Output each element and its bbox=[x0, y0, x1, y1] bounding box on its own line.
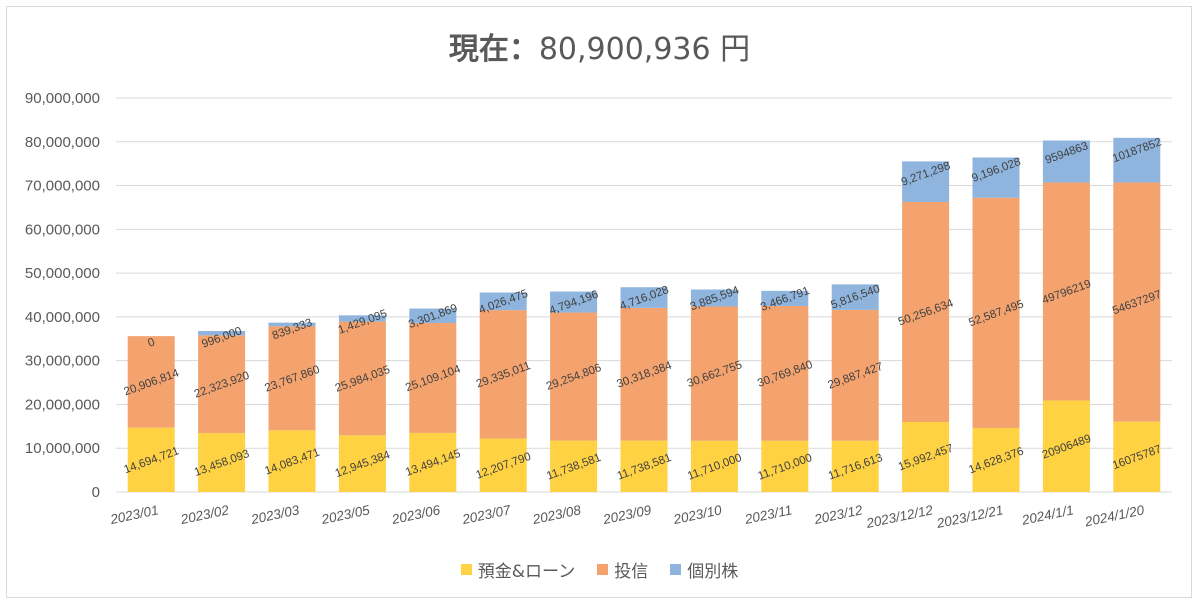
legend-swatch bbox=[460, 564, 472, 575]
bar-segment bbox=[338, 435, 386, 492]
y-tick-label: 50,000,000 bbox=[25, 265, 100, 282]
legend: 預金&ローン 投信 個別株 bbox=[0, 557, 1199, 582]
bar-segment bbox=[127, 427, 175, 492]
bar-segment bbox=[409, 432, 457, 492]
title-amount: 80,900,936 bbox=[538, 32, 711, 67]
x-tick-label: 2023/06 bbox=[390, 502, 442, 527]
bar-segment bbox=[690, 440, 738, 492]
bar-segment bbox=[690, 306, 738, 441]
bar-segment bbox=[409, 323, 457, 433]
bar-segment bbox=[761, 290, 809, 307]
bar-segment bbox=[1042, 400, 1090, 492]
y-tick-label: 30,000,000 bbox=[25, 353, 100, 370]
y-axis: 0 10,000,000 20,000,000 30,000,000 40,000,00… bbox=[25, 90, 100, 501]
x-tick-label: 2023/08 bbox=[530, 502, 582, 527]
bar-segment bbox=[268, 326, 316, 431]
bar-segment bbox=[198, 433, 246, 492]
bar-segment bbox=[550, 440, 598, 492]
x-axis: 2023/01 2023/02 2023/03 2023/05 2023/06 2023/… bbox=[108, 502, 1146, 531]
bar-segment bbox=[127, 336, 175, 428]
y-tick-label: 90,000,000 bbox=[25, 90, 100, 107]
bar-segment bbox=[902, 161, 950, 202]
bar-segment bbox=[1042, 140, 1090, 183]
bar-segment bbox=[198, 335, 246, 434]
legend-item: 投信 bbox=[597, 557, 648, 582]
legend-item: 預金&ローン bbox=[460, 557, 576, 582]
bar-segment bbox=[902, 201, 950, 422]
legend-item: 個別株 bbox=[670, 557, 738, 582]
bar-segment bbox=[479, 292, 527, 311]
legend-label: 預金&ローン bbox=[477, 562, 576, 582]
bar-segment bbox=[268, 430, 316, 492]
bar-segment bbox=[761, 306, 809, 441]
x-tick-label: 2023/12 bbox=[812, 502, 864, 527]
bar-segment bbox=[831, 440, 879, 492]
bar-segment bbox=[268, 322, 316, 327]
bar-segment bbox=[550, 312, 598, 441]
bar-segment bbox=[831, 284, 879, 310]
bar-segment bbox=[1042, 182, 1090, 401]
bar-segment bbox=[409, 308, 457, 324]
y-tick-label: 60,000,000 bbox=[25, 221, 100, 238]
legend-swatch bbox=[670, 564, 682, 575]
data-label: 0 bbox=[146, 336, 156, 349]
title-prefix: 現在： bbox=[448, 32, 539, 67]
bar-segment bbox=[761, 440, 809, 492]
x-tick-label: 2024/1/1 bbox=[1020, 502, 1076, 528]
bar-segment bbox=[338, 315, 386, 322]
bar-segment bbox=[1113, 421, 1161, 492]
x-tick-label: 2023/11 bbox=[743, 502, 794, 527]
x-tick-label: 2023/12/21 bbox=[934, 502, 1004, 531]
x-tick-label: 2023/10 bbox=[671, 502, 723, 527]
x-tick-label: 2023/07 bbox=[460, 502, 512, 527]
x-tick-label: 2023/12/12 bbox=[864, 502, 935, 531]
x-tick-label: 2023/01 bbox=[108, 502, 160, 527]
y-tick-label: 0 bbox=[92, 484, 100, 501]
bar-segment bbox=[620, 440, 668, 492]
bar-segment bbox=[972, 427, 1020, 492]
bar-segment bbox=[972, 157, 1020, 198]
bar-segment bbox=[831, 309, 879, 441]
bar-segment bbox=[550, 291, 598, 313]
bar-segment bbox=[902, 421, 950, 492]
y-tick-label: 80,000,000 bbox=[25, 134, 100, 151]
legend-label: 投信 bbox=[614, 562, 649, 582]
legend-label: 個別株 bbox=[687, 562, 739, 582]
y-tick-label: 10,000,000 bbox=[25, 440, 100, 457]
bar-segment bbox=[1113, 137, 1161, 183]
bar-segment bbox=[972, 197, 1020, 428]
bar-segment bbox=[690, 289, 738, 307]
y-tick-label: 20,000,000 bbox=[25, 396, 100, 413]
bar-segment bbox=[620, 287, 668, 308]
bar-segment bbox=[1113, 182, 1161, 422]
bar-segment bbox=[198, 330, 246, 336]
x-tick-label: 2023/03 bbox=[249, 502, 301, 527]
bar-segment bbox=[479, 310, 527, 439]
y-tick-label: 40,000,000 bbox=[25, 309, 100, 326]
chart-title: 現在：80,900,936 円 bbox=[0, 24, 1199, 68]
bar-segment bbox=[620, 307, 668, 441]
bar-segment bbox=[479, 438, 527, 492]
y-tick-label: 70,000,000 bbox=[25, 178, 100, 195]
legend-swatch bbox=[597, 564, 609, 575]
title-suffix: 円 bbox=[710, 32, 751, 67]
bars bbox=[127, 137, 1161, 492]
x-tick-label: 2024/1/20 bbox=[1083, 502, 1146, 529]
x-tick-label: 2023/09 bbox=[601, 502, 653, 527]
bar-segment bbox=[338, 321, 386, 436]
x-tick-label: 2023/05 bbox=[319, 502, 371, 527]
x-tick-label: 2023/02 bbox=[178, 502, 230, 527]
